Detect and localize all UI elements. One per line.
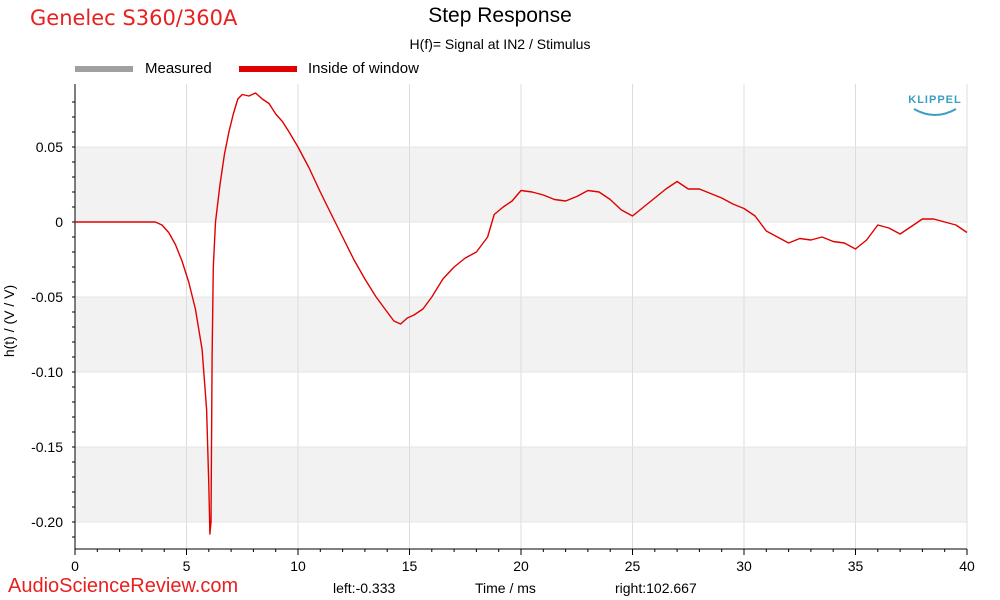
- watermark: AudioScienceReview.com: [8, 575, 239, 597]
- x-tick-label: 20: [513, 558, 529, 574]
- x-tick-label: 5: [183, 558, 191, 574]
- logo-text: KLIPPEL: [908, 94, 962, 106]
- y-tick-label: 0.05: [36, 139, 63, 155]
- logo-arc-icon: [913, 108, 957, 116]
- x-tick-label: 25: [625, 558, 641, 574]
- x-tick-label: 40: [959, 558, 975, 574]
- brand-label: Genelec S360/360A: [30, 6, 238, 30]
- x-tick-label: 15: [402, 558, 418, 574]
- y-tick-label: -0.20: [31, 514, 63, 530]
- chart-subtitle: H(f)= Signal at IN2 / Stimulus: [409, 36, 591, 52]
- y-axis-label: h(t) / (V / V): [1, 284, 17, 358]
- klippel-logo: KLIPPEL: [905, 94, 965, 118]
- x-axis-label: Time / ms: [475, 580, 536, 596]
- legend-label-window: Inside of window: [308, 60, 419, 77]
- legend-swatch-window: [239, 66, 297, 72]
- chart-title: Step Response: [428, 4, 572, 27]
- y-tick-label: -0.05: [31, 289, 63, 305]
- x-tick-label: 0: [71, 558, 79, 574]
- y-tick-label: -0.15: [31, 439, 63, 455]
- series-line-inside-of-window: [75, 92, 968, 535]
- footer-right: right:102.667: [615, 580, 697, 596]
- x-tick-label: 35: [848, 558, 864, 574]
- x-tick-label: 30: [736, 558, 752, 574]
- y-tick-label: -0.10: [31, 364, 63, 380]
- legend-swatch-measured: [75, 66, 133, 72]
- y-tick-label: 0: [55, 214, 63, 230]
- footer-left: left:-0.333: [333, 580, 396, 596]
- x-tick-label: 10: [290, 558, 306, 574]
- legend-label-measured: Measured: [145, 60, 212, 77]
